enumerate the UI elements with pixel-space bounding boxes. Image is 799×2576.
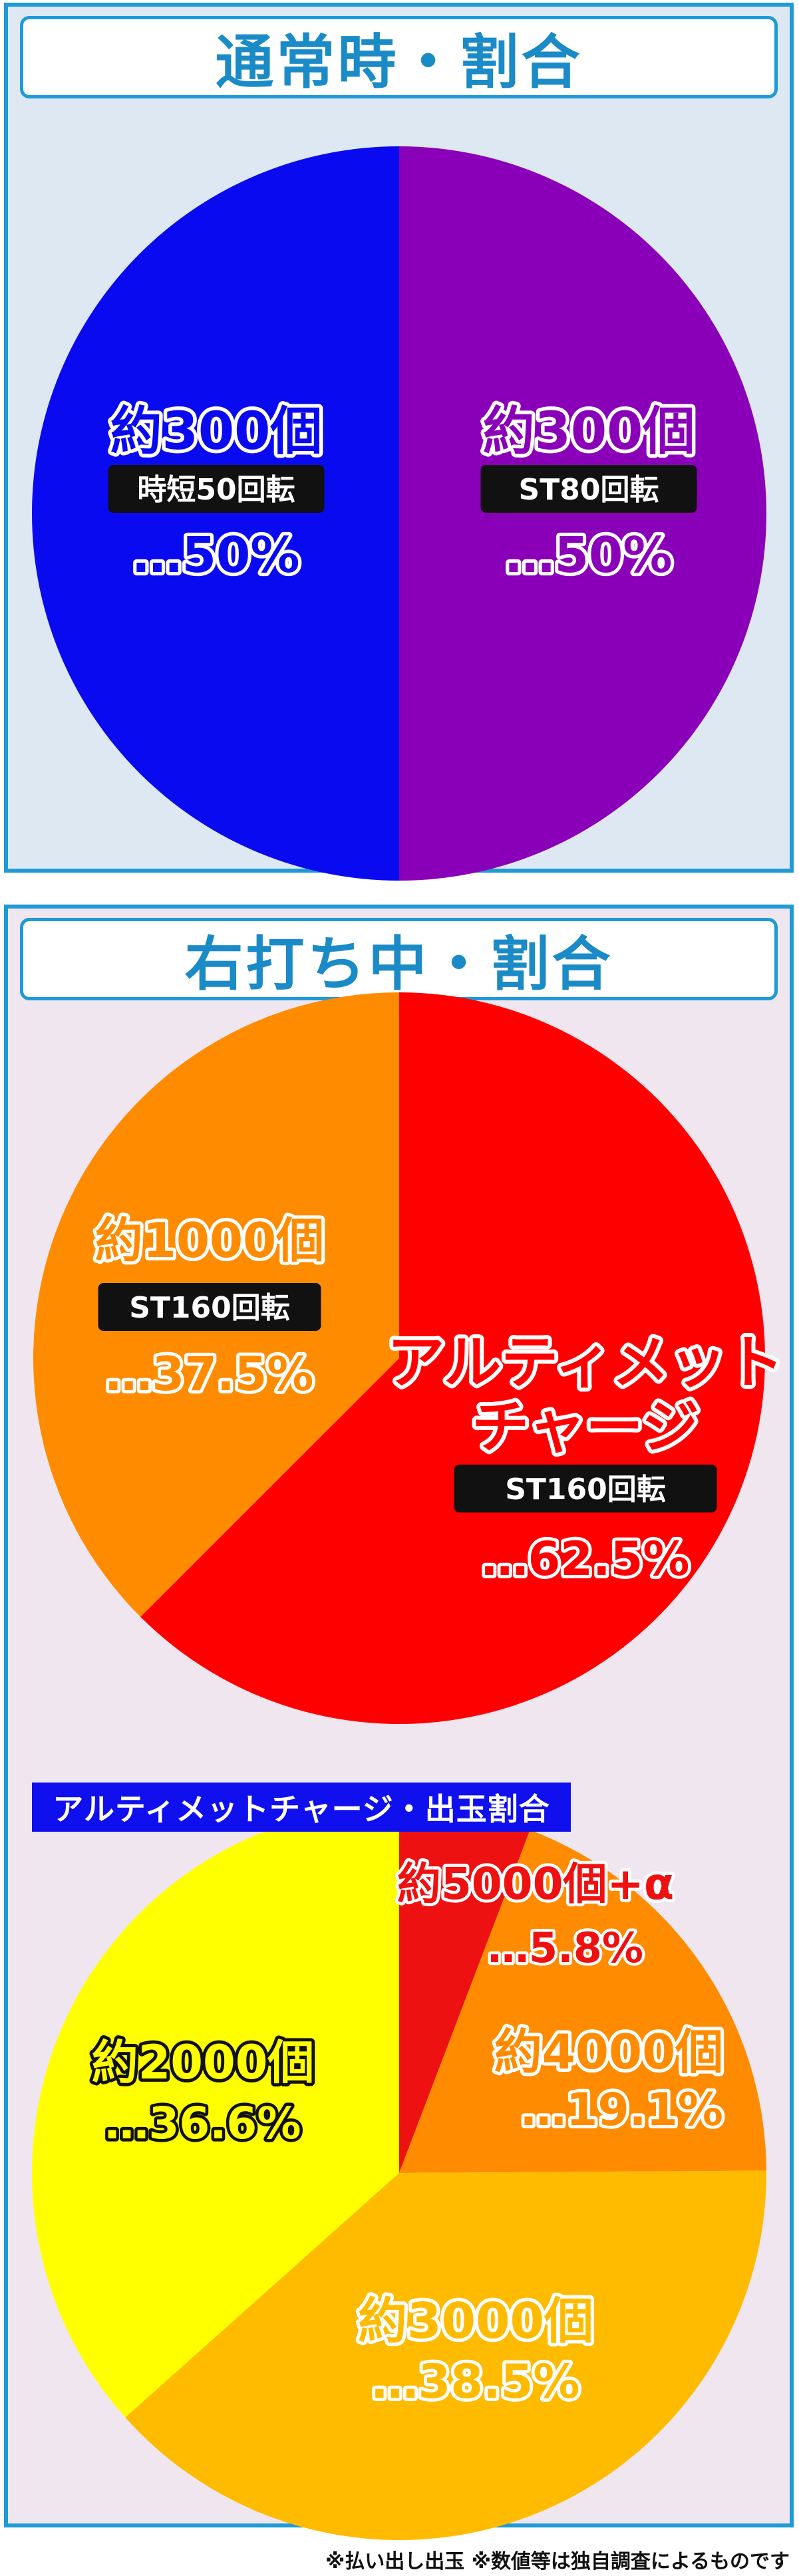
pie3-orange-percent: …19.1% [521,2084,723,2136]
pie3-slice-0 [399,1806,530,2173]
pie2-slice-0 [140,992,766,1724]
pie3-yellow-amount: 約2000個 [92,2035,315,2090]
pie3-red-percent: …5.8% [488,1924,643,1972]
pie1-right-amount: 約300個 [483,402,695,462]
pie1-slice-0 [399,146,766,881]
pie2-red-name-line2: チャージ [472,1394,699,1461]
pie1-left-mode: 時短50回転 [108,465,325,513]
pie2-orange-mode-bg [98,1283,321,1331]
pie3-orange-amount: 約4000個 [494,2024,723,2080]
pie3-slice-1 [399,1830,766,2173]
pie3-red-amount: 約5000個+α [397,1858,674,1910]
right-hit-ratio-title: 右打ち中・割合 [20,918,778,1000]
pie1-right-percent: …50% [505,527,672,584]
pie1-slice-1 [32,146,399,881]
normal-ratio-title: 通常時・割合 [20,16,778,98]
pie2-red-percent: …62.5% [482,1532,690,1586]
pie3-slice-3 [31,1806,399,2418]
pie3-gold-percent: …38.5% [372,2355,580,2409]
pie1-left-amount: 約300個 [110,402,323,462]
pie2-orange-mode: ST160回転 [98,1283,321,1331]
ultimate-charge-chart-title: アルティメットチャージ・出玉割合 [32,1783,571,1832]
pie2-orange-percent: …37.5% [106,1347,314,1401]
pie1-right-mode: ST80回転 [480,465,697,513]
pie3-slice-2 [125,2170,767,2541]
pie3-gold-amount: 約3000個 [358,2293,593,2350]
pie1-left-mode-text: 時短50回転 [137,473,295,507]
pie2-red-mode: ST160回転 [454,1465,717,1512]
pie1-right-mode-text: ST80回転 [519,473,659,507]
pie1-right-mode-bg [480,465,697,513]
pie2-orange-mode-text: ST160回転 [129,1291,290,1325]
footnote: ※払い出し出玉 ※数値等は独自調査によるものです [325,2550,790,2573]
pie2-red-name-line1: アルティメット [387,1330,784,1396]
pie2-orange-amount: 約1000個 [95,1213,324,1268]
pie1-left-percent: …50% [132,527,299,584]
pie1-left-mode-bg [108,465,325,513]
pie3-yellow-percent: …36.6% [105,2098,301,2149]
pie2-red-mode-bg [454,1465,717,1512]
pie2-red-mode-text: ST160回転 [505,1473,666,1506]
